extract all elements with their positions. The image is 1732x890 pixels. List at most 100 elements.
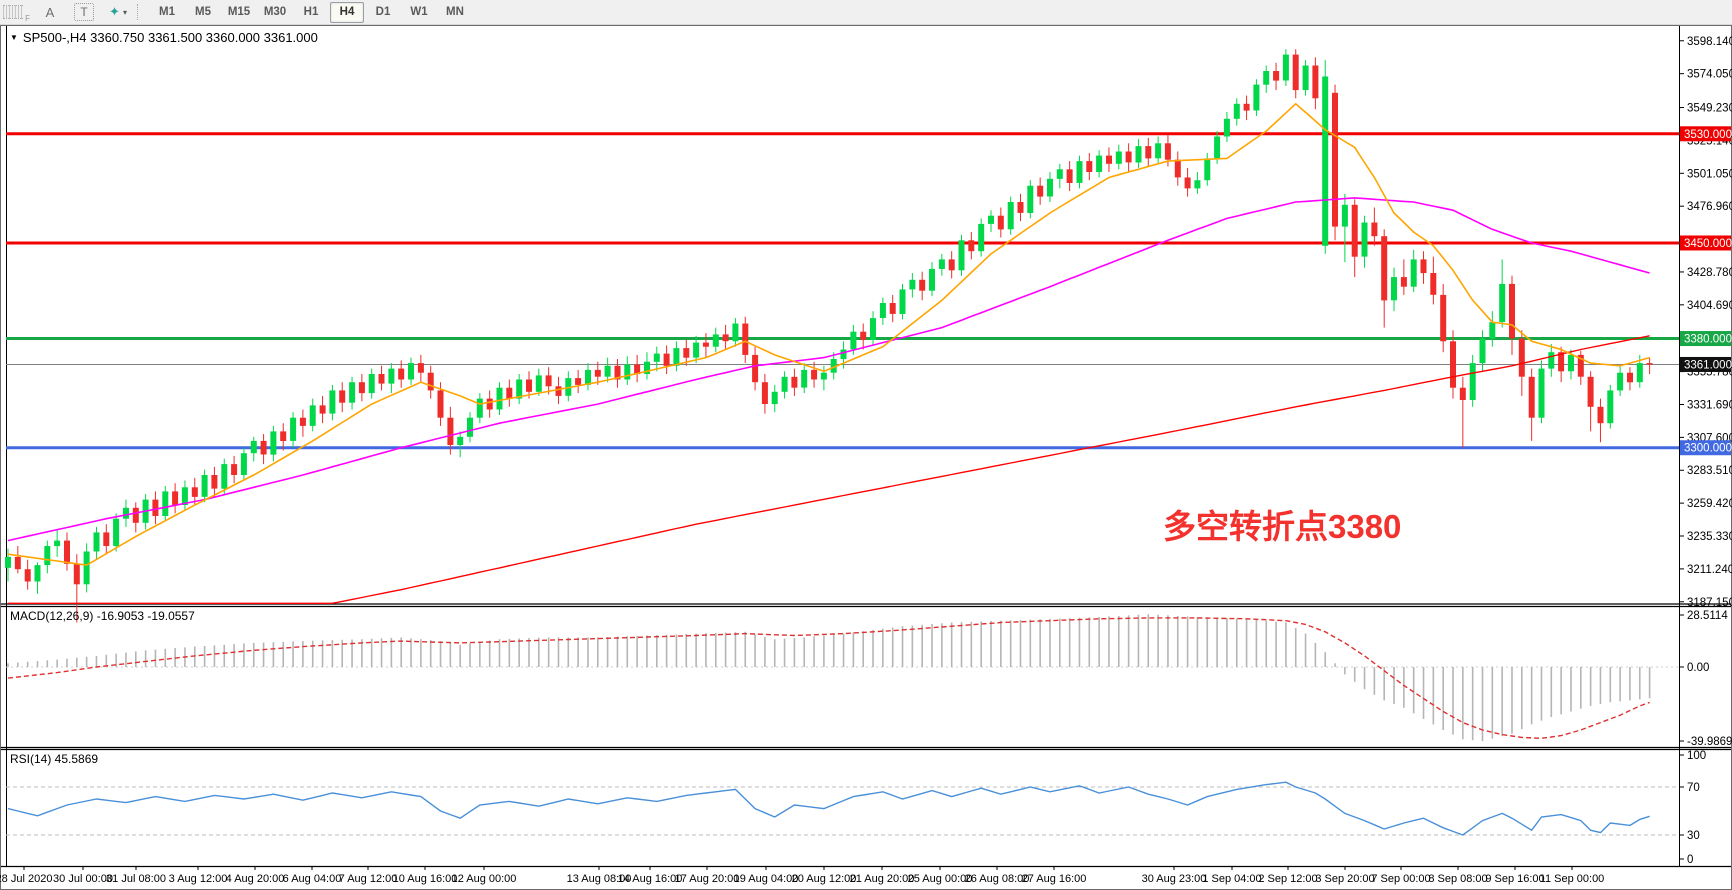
candle [417,363,424,373]
candle [358,382,365,394]
candle [54,540,61,547]
candle [113,518,120,546]
date-axis-label: 21 Aug 20:00 [850,873,915,885]
timeframe-button-H1[interactable]: H1 [303,6,319,18]
candle [1204,158,1211,181]
candle [889,303,896,314]
candle [240,453,247,475]
candle [319,405,326,414]
current-price-badge [1680,356,1731,372]
candle [830,359,837,373]
timeframe-button-M5[interactable]: M5 [195,6,211,18]
arrow-objects-button[interactable]: ✦ ▾ [105,1,131,23]
candle [1361,222,1368,257]
candle [516,379,523,399]
rsi-line [7,781,1650,836]
candle [191,487,198,497]
text-tool-button[interactable]: T [74,3,94,21]
current-price-badge-text: 3361.000 [1684,359,1732,371]
letter-a-icon: A [45,4,55,20]
candle [1341,204,1348,227]
candle [653,353,660,362]
candle [162,491,169,516]
candle [752,354,759,383]
date-axis-label: 26 Aug 08:00 [965,873,1030,885]
timeframe-button-H4[interactable]: H4 [330,1,364,23]
candle [1459,387,1466,400]
toolbar-drag-handle-icon[interactable]: F [3,5,30,23]
candle [1351,204,1358,257]
macd-axis-tick: 28.5114 [1687,610,1728,622]
timeframe-button-M30[interactable]: M30 [263,6,287,18]
candle [1263,71,1270,85]
candle [1115,151,1122,164]
candle [978,223,985,252]
date-axis-label: 30 Aug 23:00 [1142,873,1207,885]
candle [968,240,975,252]
candle [1499,283,1506,323]
collapse-triangle-icon[interactable]: ▼ [10,33,18,42]
arrows-icon: ✦ [109,4,120,19]
timeframe-button-MN[interactable]: MN [446,6,464,18]
candle [201,475,208,497]
date-axis-label: 6 Aug 04:00 [283,873,342,885]
candle [1528,376,1535,418]
price-badge-3300 [1680,440,1731,456]
candle [801,369,808,388]
candle [260,440,267,455]
candle [73,563,80,585]
timeframe-button-M1[interactable]: M1 [159,6,175,18]
candle [280,431,287,441]
candle [44,546,51,566]
date-axis-label: 17 Aug 20:00 [675,873,740,885]
candle [1322,76,1329,246]
ma-fast-orange-line [7,102,1650,566]
candle [132,507,139,523]
candle [1410,259,1417,287]
macd-axis-tick: 0.00 [1687,662,1709,674]
candles-layer [5,49,1653,623]
candle [585,369,591,385]
candle [467,417,473,437]
candle [919,279,926,291]
candle [1489,322,1496,339]
candle [712,334,719,347]
candle [958,240,965,271]
candle [742,323,749,355]
candle [1597,406,1604,424]
candle [1607,390,1614,424]
candle [899,289,906,314]
candle [545,375,552,387]
candle [722,334,729,342]
candle [1469,363,1476,400]
candle [1056,169,1063,179]
macd-histogram [7,614,1651,742]
candle [1027,185,1034,213]
candle [1302,65,1309,91]
ma-slow-red-line [8,335,1650,604]
candle [1145,146,1152,159]
timeframe-button-D1[interactable]: D1 [375,6,391,18]
timeframe-button-M15[interactable]: M15 [227,6,251,18]
candle [1548,352,1555,369]
rsi-axis-tick: 0 [1687,854,1693,866]
chart-symbol-title[interactable]: ▼ SP500-,H4 3360.750 3361.500 3360.000 3… [10,30,318,45]
macd-axis-tick: -39.9869 [1687,736,1732,748]
candle [34,565,41,582]
candle [339,390,346,403]
symbol-ohlc-text: SP500-,H4 3360.750 3361.500 3360.000 336… [22,30,318,45]
candle [604,365,611,377]
candle [693,342,700,358]
candle [329,390,336,414]
candle [860,331,867,340]
price-axis-tick: 3476.960 [1687,201,1732,213]
timeframe-button-W1[interactable]: W1 [410,6,428,18]
text-label-tool-button[interactable]: A [37,1,63,23]
candle [1184,177,1191,189]
candle [64,540,70,564]
candle [811,369,818,380]
letter-t-icon: T [80,5,88,19]
candle [634,364,641,375]
